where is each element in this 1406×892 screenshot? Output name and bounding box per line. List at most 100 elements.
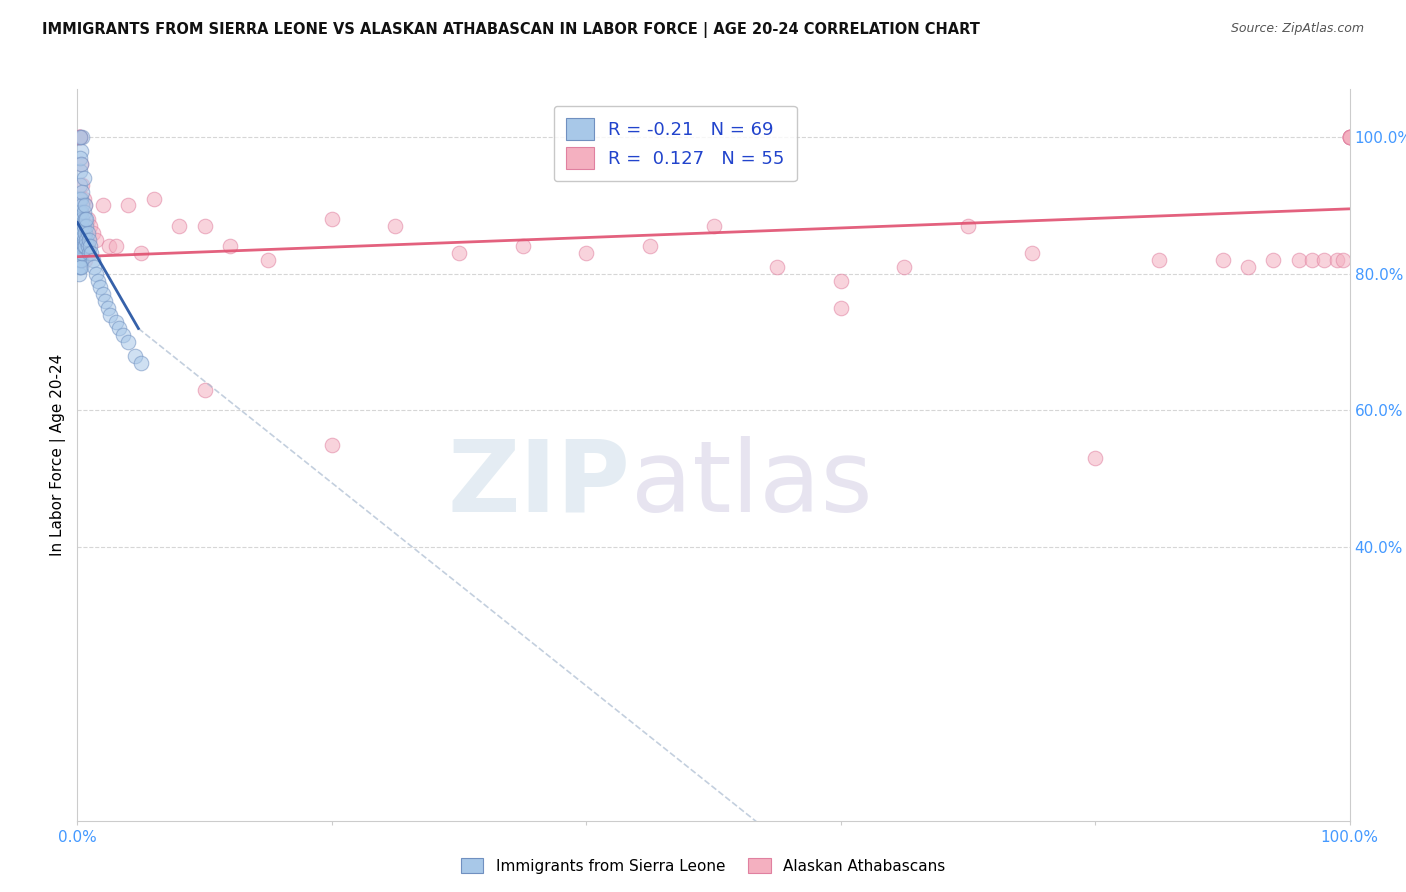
Point bbox=[70, 192, 93, 206]
Point bbox=[69, 178, 91, 192]
Point bbox=[69, 164, 91, 178]
Point bbox=[83, 260, 105, 274]
Point bbox=[117, 335, 139, 350]
Point bbox=[79, 239, 101, 253]
Point bbox=[69, 219, 91, 233]
Point bbox=[1339, 130, 1361, 145]
Point bbox=[73, 233, 96, 247]
Point bbox=[1021, 246, 1043, 260]
Point bbox=[893, 260, 915, 274]
Point bbox=[512, 239, 534, 253]
Point bbox=[69, 233, 91, 247]
Point bbox=[76, 212, 98, 227]
Point bbox=[69, 253, 91, 268]
Point bbox=[1339, 130, 1361, 145]
Point bbox=[73, 205, 96, 219]
Point bbox=[129, 246, 152, 260]
Point bbox=[91, 198, 114, 212]
Point bbox=[104, 315, 127, 329]
Point bbox=[73, 253, 96, 268]
Point bbox=[1339, 130, 1361, 145]
Point bbox=[73, 198, 96, 212]
Point bbox=[449, 246, 471, 260]
Point bbox=[67, 226, 90, 240]
Point bbox=[67, 130, 90, 145]
Point bbox=[72, 226, 94, 240]
Point bbox=[67, 246, 90, 260]
Point bbox=[70, 253, 93, 268]
Point bbox=[830, 301, 852, 315]
Y-axis label: In Labor Force | Age 20-24: In Labor Force | Age 20-24 bbox=[51, 354, 66, 556]
Point bbox=[67, 253, 90, 268]
Point bbox=[321, 438, 343, 452]
Point bbox=[1339, 130, 1361, 145]
Point bbox=[67, 130, 90, 145]
Point bbox=[257, 253, 280, 268]
Point bbox=[67, 267, 90, 281]
Legend: R = -0.21   N = 69, R =  0.127   N = 55: R = -0.21 N = 69, R = 0.127 N = 55 bbox=[554, 105, 797, 181]
Point bbox=[69, 151, 91, 165]
Point bbox=[98, 239, 121, 253]
Point bbox=[79, 219, 101, 233]
Point bbox=[86, 233, 108, 247]
Point bbox=[72, 198, 94, 212]
Point bbox=[830, 274, 852, 288]
Point bbox=[70, 157, 93, 171]
Point bbox=[73, 239, 96, 253]
Point bbox=[70, 233, 93, 247]
Point bbox=[575, 246, 598, 260]
Point bbox=[1301, 253, 1323, 268]
Point bbox=[77, 246, 100, 260]
Point bbox=[194, 219, 217, 233]
Point bbox=[72, 239, 94, 253]
Text: atlas: atlas bbox=[631, 435, 873, 533]
Point bbox=[70, 246, 93, 260]
Point bbox=[72, 178, 94, 192]
Point bbox=[75, 212, 97, 227]
Point bbox=[72, 246, 94, 260]
Point bbox=[142, 192, 165, 206]
Point bbox=[72, 212, 94, 227]
Point bbox=[94, 294, 117, 309]
Point bbox=[167, 219, 190, 233]
Point bbox=[69, 130, 91, 145]
Point bbox=[129, 356, 152, 370]
Point bbox=[69, 260, 91, 274]
Point bbox=[69, 192, 91, 206]
Point bbox=[124, 349, 146, 363]
Point bbox=[76, 239, 98, 253]
Point bbox=[1212, 253, 1234, 268]
Point bbox=[76, 226, 98, 240]
Point bbox=[100, 308, 122, 322]
Text: ZIP: ZIP bbox=[449, 435, 631, 533]
Point bbox=[67, 260, 90, 274]
Point bbox=[70, 205, 93, 219]
Point bbox=[1084, 451, 1107, 466]
Point bbox=[69, 246, 91, 260]
Point bbox=[70, 157, 93, 171]
Point bbox=[69, 130, 91, 145]
Point bbox=[1288, 253, 1310, 268]
Point bbox=[70, 246, 93, 260]
Point bbox=[89, 280, 111, 294]
Point bbox=[1147, 253, 1170, 268]
Point bbox=[957, 219, 980, 233]
Point bbox=[82, 253, 104, 268]
Point bbox=[73, 192, 96, 206]
Point bbox=[75, 233, 97, 247]
Point bbox=[321, 212, 343, 227]
Point bbox=[67, 212, 90, 227]
Point bbox=[1237, 260, 1260, 274]
Point bbox=[82, 226, 104, 240]
Point bbox=[1263, 253, 1285, 268]
Point bbox=[1313, 253, 1336, 268]
Point bbox=[108, 321, 131, 335]
Point bbox=[117, 198, 139, 212]
Point bbox=[73, 198, 96, 212]
Point bbox=[80, 246, 103, 260]
Point bbox=[1339, 130, 1361, 145]
Point bbox=[384, 219, 406, 233]
Point bbox=[70, 239, 93, 253]
Point bbox=[1326, 253, 1348, 268]
Point bbox=[91, 287, 114, 301]
